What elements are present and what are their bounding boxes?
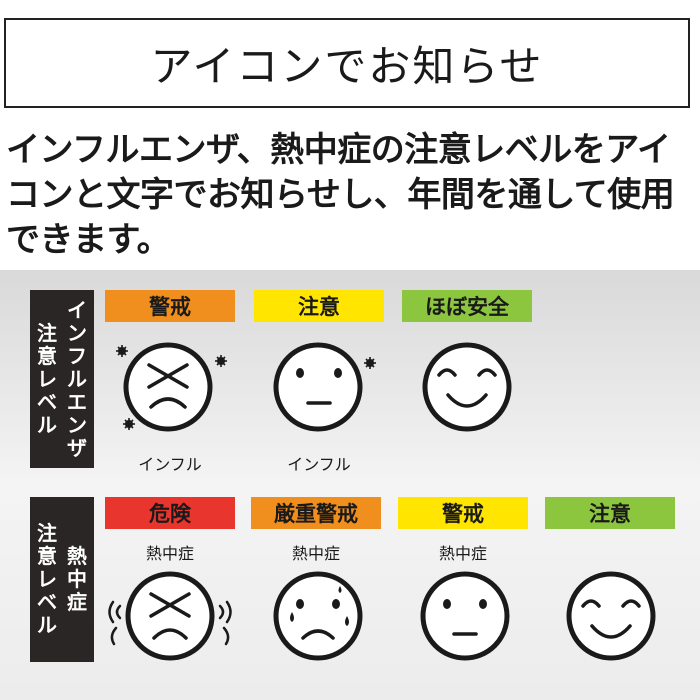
sweating-sad-face-icon <box>273 571 363 661</box>
crying-cross-eyes-face-icon <box>116 342 227 432</box>
side-label-col: インフルエンザ <box>67 297 87 460</box>
heatstroke-side-label: 熱中症 注意レベル <box>30 497 94 662</box>
crying-cross-eyes-face-icon <box>108 571 232 661</box>
page-title: アイコンでお知らせ <box>150 41 544 91</box>
description-text: インフルエンザ、熱中症の注意レベルをアイコンと文字でお知らせし、年間を通して使用… <box>6 130 675 260</box>
heatstroke-level-badge-caution: 注意 <box>545 497 675 529</box>
title-box: アイコンでお知らせ <box>4 18 690 108</box>
influenza-level-badge-warning: 警戒 <box>105 290 235 322</box>
heatstroke-caption: 熱中症 <box>291 544 340 563</box>
neutral-face-icon <box>273 342 376 432</box>
side-label-col: 注意レベル <box>37 521 57 637</box>
smile-face-icon <box>566 571 656 661</box>
influenza-level-badge-safe: ほぼ安全 <box>402 290 532 322</box>
smile-face-icon <box>422 342 512 432</box>
side-label-col: 熱中症 <box>67 544 87 614</box>
heatstroke-level-badge-severe: 厳重警戒 <box>251 497 381 529</box>
heatstroke-caption: 熱中症 <box>438 544 487 563</box>
neutral-face-icon <box>420 571 510 661</box>
influenza-level-badge-caution: 注意 <box>254 290 384 322</box>
influenza-caption: インフル <box>287 455 351 474</box>
heatstroke-level-badge-danger: 危険 <box>105 497 235 529</box>
side-label-col: 注意レベル <box>37 320 57 437</box>
influenza-caption: インフル <box>138 455 202 474</box>
heatstroke-caption: 熱中症 <box>145 544 194 563</box>
heatstroke-level-badge-warning: 警戒 <box>398 497 528 529</box>
influenza-side-label: インフルエンザ 注意レベル <box>30 290 94 468</box>
